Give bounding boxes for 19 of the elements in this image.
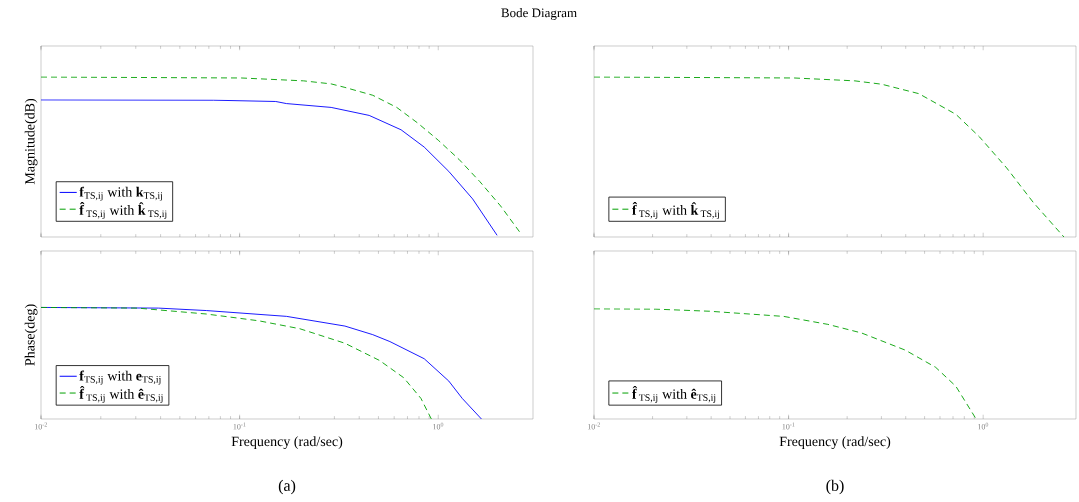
y-axis-title: Magnitude(dB) bbox=[24, 98, 38, 185]
legend-label: f$_{TS,ij}$ with e$_{TS,ij}$ bbox=[79, 370, 161, 385]
legend-label: f̂$_{TS,ij}$ with k̂$_{TS,ij}$ bbox=[632, 202, 720, 220]
legend-label: f̂$_{TS,ij}$ with ê$_{TS,ij}$ bbox=[632, 385, 716, 403]
y-axis-title: Phase(deg) bbox=[24, 304, 38, 366]
x-axis-title: Frequency (rad/sec) bbox=[779, 436, 891, 450]
text: (a) bbox=[278, 479, 296, 495]
x-tick-label: 10$^{-2}$ bbox=[34, 422, 47, 430]
x-tick-label: 10$^{-1}$ bbox=[233, 422, 246, 430]
legend-label: f̂$_{TS,ij}$ with ê$_{TS,ij}$ bbox=[79, 385, 163, 403]
x-tick-label: 10$^{0}$ bbox=[433, 422, 444, 430]
legend-label: f$_{TS,ij}$ with k$_{TS,ij}$ bbox=[79, 186, 163, 201]
x-tick-label: 10$^{-2}$ bbox=[587, 422, 600, 430]
x-tick-label: 10$^{0}$ bbox=[978, 422, 989, 430]
x-axis-title: Frequency (rad/sec) bbox=[231, 436, 343, 450]
chart-title: Bode Diagram bbox=[501, 8, 577, 20]
legend-label: f̂$_{TS,ij}$ with k̂$_{TS,ij}$ bbox=[79, 202, 167, 220]
text: (b) bbox=[826, 479, 844, 495]
x-tick-label: 10$^{-1}$ bbox=[782, 422, 795, 430]
